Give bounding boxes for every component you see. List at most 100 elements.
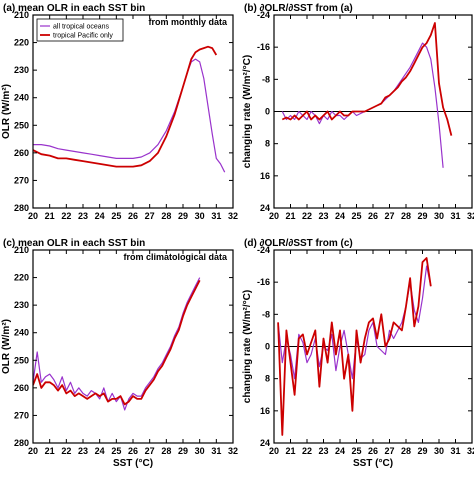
y-axis-label: changing rate (W/m²/°C) [242,290,253,403]
y-axis-label: changing rate (W/m²/°C) [242,55,253,168]
x-tick-label: 28 [161,446,171,456]
x-tick-label: 25 [351,211,361,221]
x-tick-label: 23 [318,446,328,456]
x-tick-label: 21 [285,446,295,456]
y-tick-label: -24 [257,245,270,255]
panel-annotation: from climatological data [123,252,228,262]
x-axis-label: SST (°C) [353,458,393,469]
panel-annotation: from monthly data [148,17,227,27]
y-tick-label: 260 [14,148,29,158]
series-line-red [277,257,432,436]
panel-title: (a) mean OLR in each SST bin [3,3,145,14]
y-tick-label: -16 [257,42,270,52]
x-tick-label: 32 [467,446,474,456]
y-tick-label: 0 [265,107,270,117]
series-line-red [33,279,201,406]
x-tick-label: 24 [335,446,345,456]
x-tick-label: 22 [302,211,312,221]
x-tick-label: 26 [128,211,138,221]
x-tick-label: 20 [28,211,38,221]
y-tick-label: 8 [265,374,270,384]
x-tick-label: 31 [211,211,221,221]
panel-d: 20 21 22 23 24 25 26 27 28 29 30 31 32 -24 -16 -8 0 8 16 24… [242,238,474,469]
x-tick-label: 29 [178,446,188,456]
x-tick-label: 27 [145,211,155,221]
y-tick-label: -16 [257,277,270,287]
x-tick-label: 32 [467,211,474,221]
series-line-purple [33,277,201,411]
panel-b: 20 21 22 23 24 25 26 27 28 29 30 31 32 -24 -16 -8 0 8 16 24… [242,3,474,221]
y-axis-label: OLR (W/m²) [1,84,12,139]
series-line-purple [33,58,226,173]
x-tick-label: 26 [128,446,138,456]
x-tick-label: 30 [434,446,444,456]
x-tick-label: 28 [161,211,171,221]
x-tick-label: 20 [28,446,38,456]
y-tick-label: 250 [14,120,29,130]
y-tick-label: 240 [14,328,29,338]
x-tick-label: 23 [78,211,88,221]
panel-c: 20 21 22 23 24 25 26 27 28 29 30 31 32 210 220 230 240 25… [1,238,238,469]
x-tick-label: 25 [111,446,121,456]
y-tick-label: -8 [262,309,270,319]
x-tick-label: 21 [45,446,55,456]
x-tick-label: 22 [61,211,71,221]
y-axis-label: OLR (W/m²) [1,319,12,374]
x-tick-label: 30 [434,211,444,221]
x-tick-label: 24 [95,446,105,456]
y-tick-label: 230 [14,65,29,75]
y-tick-label: 0 [265,342,270,352]
y-tick-label: 270 [14,175,29,185]
x-tick-label: 27 [145,446,155,456]
x-tick-label: 23 [318,211,328,221]
y-tick-label: 16 [260,171,270,181]
legend-entry: all tropical oceans [53,24,110,31]
y-tick-label: 220 [14,273,29,283]
y-tick-label: 250 [14,355,29,365]
x-tick-label: 32 [228,211,238,221]
y-tick-label: 280 [14,438,29,448]
plot-frame [32,249,234,444]
y-tick-label: 16 [260,406,270,416]
panel-a: 20 21 22 23 24 25 26 27 28 29 30 31 32 210 220 230 240 25… [1,3,238,221]
x-tick-label: 28 [401,446,411,456]
panel-title: (b) ∂OLR/∂SST from (a) [244,3,353,14]
x-tick-label: 24 [335,211,345,221]
x-tick-label: 21 [285,211,295,221]
plot-frame [32,14,234,209]
y-tick-label: 260 [14,383,29,393]
y-tick-label: -8 [262,74,270,84]
x-tick-label: 29 [417,446,427,456]
legend-entry: tropical Pacific only [53,33,113,40]
x-tick-label: 26 [368,211,378,221]
x-tick-label: 27 [384,211,394,221]
x-tick-label: 22 [61,446,71,456]
x-tick-label: 20 [269,211,279,221]
legend: all tropical oceans tropical Pacific only [36,18,124,42]
panel-title: (c) mean OLR in each SST bin [3,238,145,249]
y-tick-label: 8 [265,139,270,149]
series-line-red [281,22,453,136]
legend-box [36,18,124,42]
y-tick-label: 210 [14,10,29,20]
x-tick-label: 31 [450,446,460,456]
y-tick-label: 230 [14,300,29,310]
y-tick-label: 210 [14,245,29,255]
x-tick-label: 25 [111,211,121,221]
x-tick-label: 22 [302,446,312,456]
x-axis-label: SST (°C) [113,458,153,469]
x-tick-label: 27 [384,446,394,456]
x-tick-label: 30 [195,446,205,456]
x-tick-label: 26 [368,446,378,456]
x-tick-label: 23 [78,446,88,456]
y-tick-label: 24 [260,438,270,448]
x-tick-label: 29 [417,211,427,221]
y-tick-label: 240 [14,93,29,103]
x-tick-label: 31 [211,446,221,456]
series-line-red [33,45,218,168]
y-tick-label: 24 [260,203,270,213]
series-line-purple [281,42,444,168]
x-tick-label: 21 [45,211,55,221]
x-tick-label: 29 [178,211,188,221]
